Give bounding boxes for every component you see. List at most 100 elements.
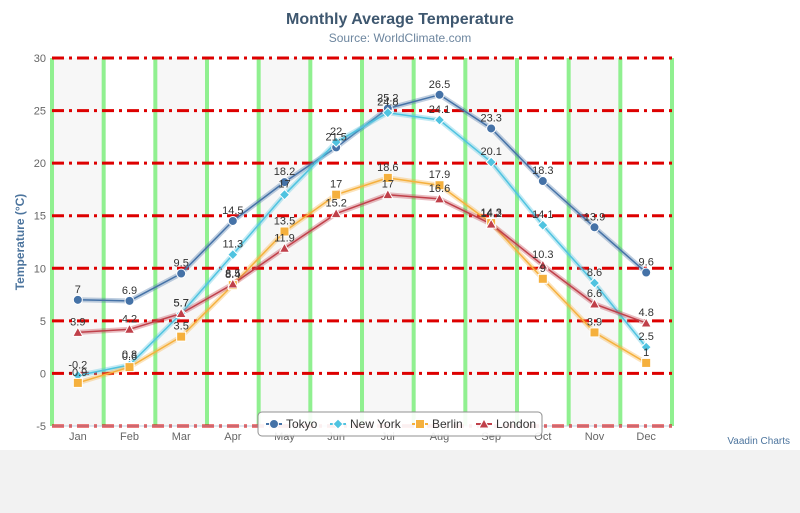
- x-tick-label: Nov: [585, 431, 605, 443]
- data-labels: 7 6.99.514.518.221.525.226.523.318.313.99…: [68, 79, 653, 379]
- data-point-marker: [176, 331, 187, 342]
- data-label: 0.8: [122, 349, 137, 361]
- data-label: 16.6: [429, 183, 450, 195]
- legend-item-label[interactable]: London: [496, 417, 536, 431]
- data-point-marker: [278, 242, 291, 253]
- data-point-marker: [537, 176, 548, 187]
- chart-container: -5 0 5 10 15 20 25 30 Jan Feb Mar Apr May Jun Jul Aug Se…: [0, 0, 800, 450]
- data-point-marker: [226, 278, 239, 289]
- data-label: 2.5: [639, 331, 654, 343]
- series-markers: [71, 89, 653, 388]
- data-label: 4.8: [639, 307, 654, 319]
- legend-marker: [269, 419, 279, 429]
- plot-bands: [52, 58, 621, 426]
- series-line: [77, 111, 647, 377]
- y-tick-label: 0: [40, 368, 46, 380]
- legend-item-label[interactable]: Berlin: [432, 417, 463, 431]
- data-label: 9: [540, 263, 546, 275]
- data-point-marker: [537, 273, 548, 284]
- data-point-marker: [382, 172, 393, 183]
- data-point-marker: [640, 341, 652, 353]
- data-label: 15.2: [325, 198, 346, 210]
- data-label: 11.9: [274, 232, 295, 244]
- data-label: 18.3: [532, 165, 553, 177]
- data-label: 20.1: [480, 146, 501, 158]
- data-label: 22: [330, 126, 342, 138]
- data-label: 17.9: [429, 169, 450, 181]
- data-label: 14.3: [480, 207, 501, 219]
- data-label: 21.5: [325, 131, 346, 143]
- data-point-marker: [124, 295, 135, 306]
- plot-band: [52, 58, 104, 426]
- legend: Tokyo New York Berlin London: [257, 411, 543, 437]
- data-label: 24.1: [429, 104, 450, 116]
- legend-box: [257, 411, 543, 437]
- y-tick-label: 30: [34, 53, 46, 65]
- data-point-marker: [330, 136, 342, 148]
- y-tick-label: 25: [34, 106, 46, 118]
- data-label: 23.3: [480, 112, 501, 124]
- data-point-marker: [536, 259, 549, 270]
- data-label: 14.5: [222, 205, 243, 217]
- data-point-marker: [227, 248, 239, 261]
- data-label: 25.2: [377, 92, 398, 104]
- data-label: 4.2: [122, 313, 137, 325]
- data-label: 5.7: [174, 297, 189, 309]
- legend-marker: [415, 419, 425, 429]
- data-point-marker: [434, 180, 445, 191]
- data-label: 18.2: [274, 166, 295, 178]
- data-label: 8.4: [225, 269, 240, 281]
- data-point-marker: [123, 323, 136, 334]
- data-point-marker: [588, 298, 601, 309]
- data-point-marker: [72, 294, 83, 305]
- legend-marker: [332, 418, 344, 430]
- data-point-marker: [71, 326, 84, 337]
- data-point-marker: [124, 362, 135, 373]
- y-tick-label: 20: [34, 158, 46, 170]
- data-label: 11.3: [223, 239, 244, 251]
- data-point-marker: [72, 377, 83, 388]
- data-label: 10.3: [532, 249, 553, 261]
- legend-item-label[interactable]: New York: [350, 417, 402, 431]
- y-tick-label: -5: [36, 421, 46, 433]
- data-point-marker: [588, 277, 601, 289]
- data-point-marker: [589, 327, 600, 338]
- data-point-marker: [279, 177, 290, 188]
- data-label: 9.6: [639, 256, 654, 268]
- legend-item-label[interactable]: Tokyo: [286, 417, 318, 431]
- data-point-marker: [176, 268, 187, 279]
- plot-band: [362, 58, 414, 426]
- data-point-marker: [434, 89, 445, 100]
- data-point-marker: [537, 219, 549, 231]
- data-point-marker: [278, 188, 291, 201]
- data-point-marker: [433, 114, 446, 126]
- plot-band: [258, 58, 311, 426]
- data-label: 8.5: [225, 268, 240, 280]
- x-tick-label: Mar: [172, 431, 191, 443]
- data-label: 14.1: [532, 209, 553, 221]
- plot-band: [155, 58, 207, 426]
- data-point-marker: [641, 357, 652, 368]
- data-label: 9.5: [174, 258, 189, 270]
- data-point-marker: [485, 156, 497, 168]
- data-label: 3.9: [587, 316, 602, 328]
- data-point-marker: [641, 267, 652, 278]
- legend-marker: [478, 417, 490, 429]
- data-point-marker: [485, 218, 498, 229]
- data-label: 1: [643, 347, 649, 359]
- data-point-marker: [330, 207, 343, 219]
- x-tick-label: Dec: [636, 431, 656, 443]
- y-tick-label: 5: [40, 316, 46, 328]
- series-line: [77, 193, 647, 334]
- y-axis-title: Temperature (°C): [13, 194, 27, 291]
- data-label: 26.5: [429, 79, 450, 91]
- data-label: -0.9: [68, 367, 87, 379]
- credit-link[interactable]: Vaadin Charts: [727, 436, 790, 447]
- data-label: 17: [278, 179, 290, 191]
- y-tick-label: 15: [34, 211, 46, 223]
- data-label: 13.5: [274, 215, 295, 227]
- data-label: 3.9: [70, 316, 85, 328]
- data-label: 7: [75, 284, 81, 296]
- y-tick-label: 10: [34, 263, 46, 275]
